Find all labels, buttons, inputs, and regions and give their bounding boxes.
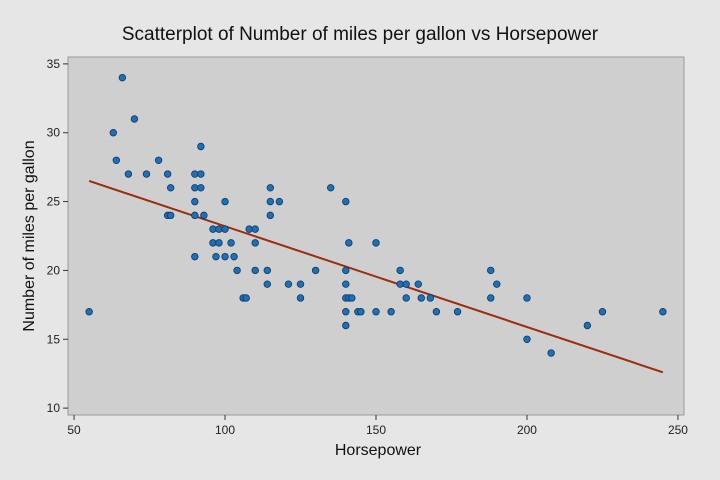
data-point [221, 252, 229, 261]
y-axis-label: Number of miles per gallon [21, 140, 38, 331]
data-point [85, 308, 93, 316]
data-point [414, 280, 422, 288]
data-point [230, 252, 238, 261]
data-point [387, 308, 395, 316]
data-point [583, 321, 592, 330]
data-point [296, 280, 305, 288]
data-point [263, 280, 271, 288]
data-point [109, 129, 117, 137]
chart-title: Scatterplot of Number of miles per gallo… [122, 24, 599, 45]
data-point [296, 294, 305, 302]
data-point [215, 239, 223, 247]
x-tick-label: 50 [67, 423, 81, 437]
data-point [191, 211, 199, 220]
data-point [523, 335, 531, 343]
data-point [598, 308, 607, 316]
data-point [221, 197, 229, 206]
data-point [166, 184, 175, 192]
data-point [275, 197, 284, 206]
data-point [432, 308, 441, 316]
regression-line [88, 179, 664, 374]
data-point [124, 170, 133, 178]
data-point [163, 170, 172, 178]
data-point [523, 294, 531, 302]
data-point [251, 239, 259, 247]
data-point [311, 266, 320, 275]
y-tick-label: 25 [47, 195, 61, 209]
data-point [263, 266, 271, 275]
data-point [197, 170, 205, 178]
y-tick-label: 35 [47, 57, 61, 71]
y-tick-label: 15 [47, 332, 61, 346]
plot-area [67, 56, 685, 416]
data-point [402, 294, 410, 302]
data-point [200, 211, 208, 220]
y-tick-label: 10 [47, 401, 61, 415]
data-point [342, 197, 350, 206]
data-point [342, 308, 350, 316]
data-point [209, 239, 217, 247]
x-axis-ticks: 50 100 150 200 250 [67, 415, 688, 437]
data-point [197, 184, 205, 192]
data-point [154, 156, 163, 164]
x-axis-label: Horsepower [335, 442, 422, 459]
data-point [453, 308, 462, 316]
data-point [426, 294, 435, 302]
data-point [118, 73, 127, 82]
data-point [112, 156, 121, 164]
x-tick-label: 250 [668, 423, 688, 437]
data-point [487, 266, 495, 275]
data-point [245, 225, 253, 233]
data-point [284, 280, 293, 288]
data-point [221, 225, 229, 233]
data-point [396, 280, 404, 288]
y-axis-ticks: 10 15 20 25 30 35 [47, 57, 68, 415]
data-point [327, 184, 335, 192]
data-point [166, 211, 175, 220]
data-point [233, 266, 241, 275]
data-point [197, 142, 205, 151]
data-point [130, 115, 139, 123]
data-point [242, 294, 250, 302]
data-point [417, 294, 425, 302]
data-point [191, 184, 199, 192]
data-point [266, 197, 275, 206]
data-point [357, 308, 365, 316]
data-point [209, 225, 217, 233]
data-point [191, 170, 199, 178]
x-tick-label: 200 [517, 423, 537, 437]
x-tick-label: 100 [215, 423, 235, 437]
data-point [212, 252, 220, 261]
data-points-layer [85, 73, 667, 357]
data-point [251, 266, 259, 275]
data-point [396, 266, 404, 275]
data-point [191, 252, 199, 261]
data-point [372, 308, 380, 316]
data-point [215, 225, 223, 233]
data-point [251, 225, 259, 233]
data-point [493, 280, 501, 288]
data-point [142, 170, 151, 178]
y-tick-label: 30 [47, 126, 61, 140]
regression-line-layer [88, 179, 664, 374]
data-point [227, 239, 235, 247]
data-point [402, 280, 410, 288]
data-point [342, 280, 350, 288]
data-point [348, 294, 356, 302]
data-point [266, 211, 275, 220]
y-tick-label: 20 [47, 263, 61, 277]
data-point [342, 266, 350, 275]
data-point [659, 308, 667, 316]
data-point [342, 321, 350, 330]
x-tick-label: 150 [366, 423, 386, 437]
data-point [547, 349, 555, 357]
data-point [487, 294, 495, 302]
data-point [266, 184, 275, 192]
data-point [372, 239, 380, 247]
data-point [345, 239, 353, 247]
data-point [191, 197, 199, 206]
